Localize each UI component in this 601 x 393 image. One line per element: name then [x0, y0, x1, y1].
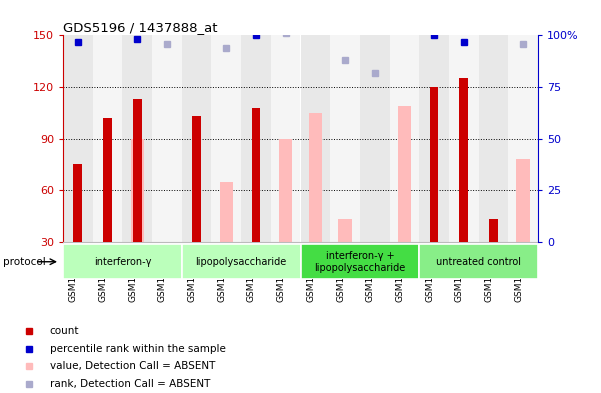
Bar: [182, 244, 300, 279]
Text: interferon-γ: interferon-γ: [94, 257, 151, 267]
Bar: [271, 35, 300, 242]
Bar: [459, 78, 468, 242]
Text: GSM1304848: GSM1304848: [307, 242, 316, 302]
Bar: [182, 35, 212, 242]
Text: interferon-γ +
lipopolysaccharide: interferon-γ + lipopolysaccharide: [314, 251, 406, 272]
Bar: [252, 108, 260, 242]
Text: GSM1304843: GSM1304843: [158, 242, 167, 302]
Text: GSM1304844: GSM1304844: [188, 242, 197, 302]
Text: value, Detection Call = ABSENT: value, Detection Call = ABSENT: [49, 362, 215, 371]
Bar: [73, 164, 82, 242]
Text: GSM1304842: GSM1304842: [128, 242, 137, 302]
Text: GDS5196 / 1437888_at: GDS5196 / 1437888_at: [63, 21, 218, 34]
Bar: [133, 99, 142, 242]
Bar: [330, 35, 360, 242]
Bar: [449, 35, 478, 242]
Bar: [309, 113, 322, 242]
Text: rank, Detection Call = ABSENT: rank, Detection Call = ABSENT: [49, 379, 210, 389]
Bar: [338, 219, 352, 242]
Bar: [419, 35, 449, 242]
Text: GSM1304845: GSM1304845: [218, 242, 227, 302]
Text: untreated control: untreated control: [436, 257, 521, 267]
Text: protocol: protocol: [3, 257, 46, 267]
Bar: [516, 159, 529, 242]
Text: GSM1304839: GSM1304839: [514, 242, 523, 302]
Bar: [219, 182, 233, 242]
Text: GSM1304838: GSM1304838: [484, 242, 493, 302]
Bar: [279, 138, 292, 242]
Bar: [430, 87, 439, 242]
Text: GSM1304841: GSM1304841: [99, 242, 108, 302]
Bar: [63, 35, 93, 242]
Text: count: count: [49, 326, 79, 336]
Bar: [130, 138, 144, 242]
Text: GSM1304836: GSM1304836: [425, 242, 434, 302]
Bar: [398, 106, 411, 242]
Bar: [300, 35, 330, 242]
Text: GSM1304850: GSM1304850: [365, 242, 374, 302]
Bar: [300, 244, 419, 279]
Bar: [63, 244, 182, 279]
Text: GSM1304837: GSM1304837: [455, 242, 464, 302]
Bar: [192, 116, 201, 242]
Bar: [212, 35, 241, 242]
Bar: [103, 118, 112, 242]
Bar: [419, 244, 538, 279]
Bar: [93, 35, 123, 242]
Bar: [360, 35, 389, 242]
Bar: [241, 35, 271, 242]
Bar: [152, 35, 182, 242]
Text: GSM1304851: GSM1304851: [395, 242, 404, 302]
Bar: [123, 35, 152, 242]
Bar: [478, 35, 508, 242]
Text: GSM1304849: GSM1304849: [336, 242, 345, 302]
Bar: [489, 219, 498, 242]
Bar: [389, 35, 419, 242]
Bar: [368, 242, 382, 245]
Text: GSM1304847: GSM1304847: [276, 242, 285, 302]
Text: GSM1304840: GSM1304840: [69, 242, 78, 302]
Text: GSM1304846: GSM1304846: [247, 242, 256, 302]
Text: lipopolysaccharide: lipopolysaccharide: [195, 257, 287, 267]
Text: percentile rank within the sample: percentile rank within the sample: [49, 344, 225, 354]
Bar: [508, 35, 538, 242]
